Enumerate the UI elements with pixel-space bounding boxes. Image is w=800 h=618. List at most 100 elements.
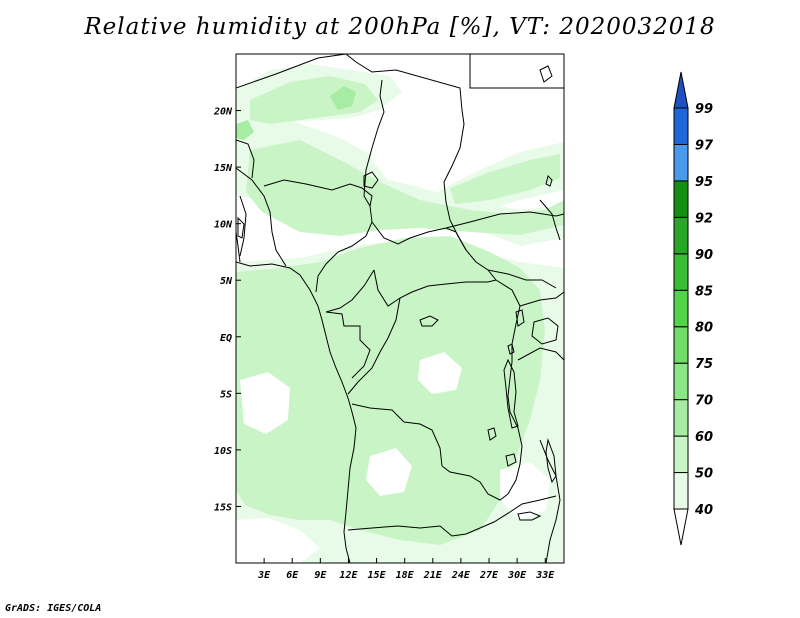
border-chad-sudan bbox=[443, 109, 497, 281]
colorbar-segment bbox=[673, 107, 689, 145]
lake-tana bbox=[545, 175, 553, 187]
x-tick-label: 15E bbox=[368, 570, 387, 581]
colorbar-label: 85 bbox=[695, 284, 713, 299]
colorbar-label: 60 bbox=[695, 430, 713, 445]
y-tick-label: 10N bbox=[214, 220, 233, 231]
colorbar-label: 50 bbox=[695, 467, 713, 482]
lake-tanganyika bbox=[503, 358, 519, 429]
border-cameroon-south bbox=[325, 269, 375, 313]
rh-hole-atlantic bbox=[240, 372, 290, 434]
colorbar-label: 99 bbox=[695, 102, 713, 117]
rh-hole-east bbox=[500, 462, 550, 520]
border-nigeria-north bbox=[263, 179, 373, 207]
colorbar-label: 92 bbox=[695, 211, 713, 226]
y-tick-label: EQ bbox=[220, 333, 232, 344]
x-tick-label: 33E bbox=[535, 570, 555, 581]
lake-kariba bbox=[517, 511, 542, 521]
red-sea-coast bbox=[539, 65, 553, 83]
x-tick-label: 24E bbox=[451, 570, 471, 581]
border-drc-east bbox=[495, 279, 523, 495]
border-cameroon bbox=[315, 205, 373, 293]
colorbar-label: 97 bbox=[695, 138, 714, 153]
country-borders bbox=[236, 54, 564, 563]
map-frame bbox=[235, 53, 565, 564]
colorbar-label: 80 bbox=[695, 321, 713, 336]
x-tick-label: 9E bbox=[314, 570, 327, 581]
border-car bbox=[371, 221, 467, 251]
y-tick-label: 10S bbox=[214, 446, 232, 457]
colorbar-segment bbox=[673, 180, 689, 218]
colorbar-segment bbox=[673, 472, 689, 510]
rh-area-60-sahel bbox=[246, 140, 564, 236]
colorbar-segment bbox=[673, 399, 689, 437]
border-sudan-ethiopia bbox=[539, 199, 561, 241]
map-title: Relative humidity at 200hPa [%], VT: 202… bbox=[84, 14, 716, 40]
y-tick-label: 5N bbox=[220, 276, 233, 287]
colorbar: 40 50 60 70 75 80 85 90 92 95 97 99 bbox=[673, 71, 714, 546]
border-angola-namibia bbox=[347, 525, 467, 537]
coastline-west bbox=[236, 261, 357, 563]
rh-spot-75-north bbox=[330, 86, 356, 110]
colorbar-under-arrow bbox=[673, 508, 689, 546]
x-tick-label: 21E bbox=[423, 570, 443, 581]
border-tanzania bbox=[519, 291, 564, 307]
border-nigeria bbox=[236, 167, 287, 267]
y-tick-label: 20N bbox=[213, 107, 233, 118]
colorbar-label: 70 bbox=[695, 394, 713, 409]
border-ethiopia bbox=[445, 211, 564, 229]
humidity-field bbox=[236, 54, 564, 563]
border-niger-mali bbox=[236, 139, 255, 179]
lake-malawi bbox=[545, 438, 557, 484]
x-tick-label: 30E bbox=[507, 570, 527, 581]
colorbar-segment bbox=[673, 216, 689, 255]
border-south-sudan bbox=[487, 269, 557, 289]
colorbar-label: 75 bbox=[695, 357, 713, 372]
rh-hole-chad bbox=[372, 104, 452, 186]
border-zambia-zimbabwe bbox=[465, 495, 557, 535]
map-axes: 3E 6E 9E 12E 15E 18E 21E 24E 27E 30E 33E 20N 15N 10N 5… bbox=[213, 107, 555, 581]
grads-credit: GrADS: IGES/COLA bbox=[5, 603, 102, 614]
colorbar-label: 40 bbox=[694, 503, 713, 518]
lake-chad bbox=[363, 171, 379, 189]
colorbar-segment bbox=[673, 326, 689, 364]
lake-kivu bbox=[507, 343, 515, 355]
border-libya-chad bbox=[363, 79, 385, 207]
rh-spot-70-west bbox=[236, 120, 254, 140]
border-angola-zambia bbox=[441, 465, 509, 501]
border-congo-drc bbox=[347, 297, 401, 395]
colorbar-segment bbox=[673, 143, 689, 182]
lake-bangweulu bbox=[505, 453, 517, 467]
x-tick-label: 3E bbox=[257, 570, 271, 581]
x-tick-label: 18E bbox=[396, 570, 415, 581]
y-tick-label: 5S bbox=[220, 389, 232, 400]
border-ghana bbox=[236, 231, 241, 263]
border-niger-north bbox=[236, 54, 463, 111]
border-sudan-egypt bbox=[469, 54, 564, 89]
x-tick-label: 27E bbox=[479, 570, 499, 581]
border-mozambique bbox=[539, 439, 561, 563]
colorbar-segment bbox=[673, 435, 689, 474]
rh-area-60-northeast bbox=[450, 154, 560, 204]
rh-hole-angola bbox=[366, 448, 412, 496]
lake-mweru bbox=[487, 427, 497, 441]
y-tick-label: 15N bbox=[214, 163, 233, 174]
border-angola-drc bbox=[351, 403, 443, 467]
border-car-south bbox=[373, 269, 497, 307]
lakes bbox=[237, 65, 559, 521]
colorbar-label: 95 bbox=[695, 175, 713, 190]
x-tick-label: 6E bbox=[286, 570, 299, 581]
y-tick-label: 15S bbox=[214, 502, 232, 513]
rh-hole-central bbox=[418, 352, 462, 394]
x-tick-label: 12E bbox=[339, 570, 358, 581]
rh-area-60-congo bbox=[236, 236, 545, 545]
lake-albert bbox=[515, 309, 525, 327]
colorbar-label: 90 bbox=[695, 248, 713, 263]
lake-victoria bbox=[531, 317, 559, 345]
rh-hole-southwest bbox=[236, 518, 320, 563]
lake-volta bbox=[237, 216, 245, 239]
colorbar-segment bbox=[673, 253, 689, 291]
colorbar-segment bbox=[673, 362, 689, 401]
border-benin-togo bbox=[239, 195, 247, 257]
border-gabon-congo bbox=[325, 311, 371, 379]
